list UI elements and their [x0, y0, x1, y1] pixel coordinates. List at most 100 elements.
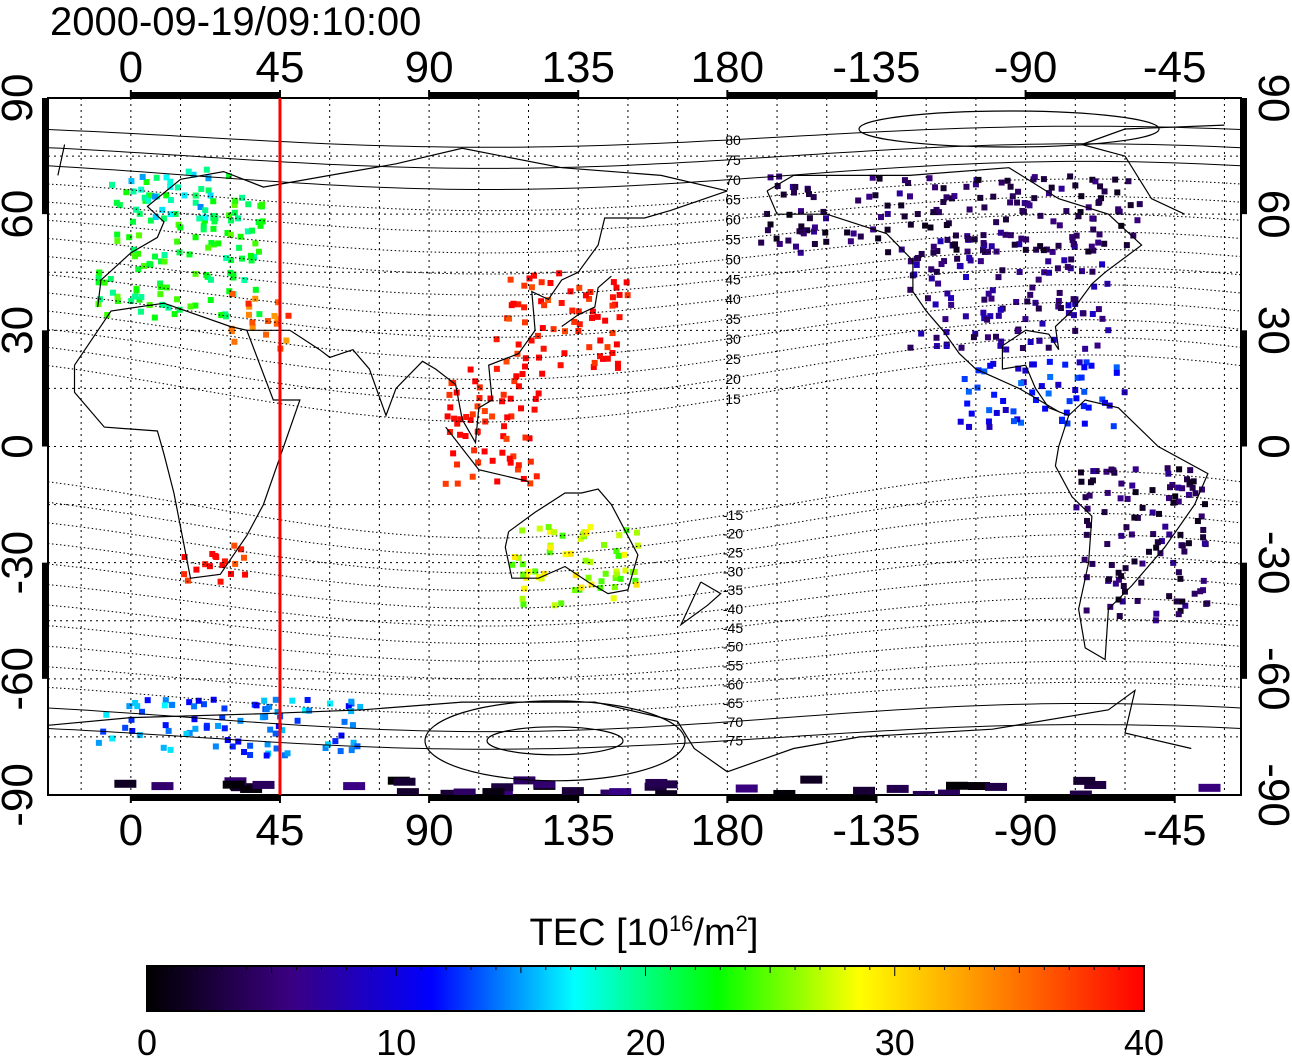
tec-cell [785, 237, 792, 244]
tec-cell [167, 746, 174, 753]
tec-cell [896, 190, 903, 197]
tec-cell [467, 366, 474, 373]
tec-cell [1164, 465, 1171, 472]
tec-cell [1154, 539, 1161, 546]
tec-cell [161, 702, 168, 709]
tec-cell [338, 732, 345, 739]
tec-cell [1089, 176, 1096, 183]
tec-cell [981, 248, 988, 255]
tec-cell [231, 209, 238, 216]
tec-cell [1101, 240, 1108, 247]
tec-cell [604, 344, 611, 351]
tec-cell [114, 298, 121, 305]
tec-cell [915, 254, 922, 261]
tec-cell [228, 328, 235, 335]
tec-cell [161, 252, 168, 259]
tec-cell [924, 295, 931, 302]
tec-cell [609, 330, 616, 337]
tec-cell [927, 224, 934, 231]
tec-cell [114, 779, 137, 788]
tec-cell [1022, 316, 1029, 323]
mlat-label: 15 [725, 391, 741, 407]
tec-cell [1103, 468, 1110, 475]
tec-cell [1192, 490, 1199, 497]
tec-cell [151, 782, 174, 791]
tec-cell [349, 722, 356, 729]
x-tick-label-bottom: 135 [542, 806, 615, 855]
tec-cell [1175, 611, 1182, 618]
tec-cell [1077, 469, 1084, 476]
tec-cell [1024, 298, 1031, 305]
tec-cell [1026, 202, 1033, 209]
tec-cell [800, 230, 807, 237]
colorbar-ticks: 0 10 20 30 40 [137, 966, 1164, 1057]
tec-cell [589, 308, 596, 315]
tec-cell [886, 784, 909, 793]
tec-cell [1055, 242, 1062, 249]
tec-cell [232, 560, 239, 567]
tec-cell [196, 215, 203, 222]
tec-cell [1045, 344, 1052, 351]
tec-cell [901, 177, 908, 184]
tec-cell [559, 532, 566, 539]
tec-cell [1099, 396, 1106, 403]
tec-cell [191, 716, 198, 723]
tec-cell [609, 788, 632, 795]
tec-cell [1201, 540, 1208, 547]
tec-cell [95, 739, 102, 746]
tec-cell [1118, 532, 1125, 539]
tec-cell [157, 291, 164, 298]
tec-cell [348, 747, 355, 754]
tec-cell [1089, 560, 1096, 567]
tec-cell [264, 741, 271, 748]
tec-cell [235, 738, 242, 745]
y-band-right [1242, 98, 1247, 215]
tec-cell [586, 295, 593, 302]
tec-cell [1101, 509, 1108, 516]
tec-cell [1119, 598, 1126, 605]
tec-cell [1152, 617, 1159, 624]
tec-cell [1131, 558, 1138, 565]
tec-cell [487, 395, 494, 402]
mlat-label: -35 [723, 582, 743, 598]
tec-cell [509, 561, 516, 568]
tec-cell [1134, 597, 1141, 604]
tec-cell [572, 572, 579, 579]
tec-cell [1089, 215, 1096, 222]
tec-cell [1067, 173, 1074, 180]
tec-cell [169, 701, 176, 708]
tec-cell [200, 701, 207, 708]
tec-cell [257, 202, 264, 209]
tec-cell [215, 722, 222, 729]
tec-cell [251, 254, 258, 261]
tec-cell [1066, 398, 1073, 405]
tec-cell [1177, 575, 1184, 582]
tec-cell [159, 301, 166, 308]
tec-cell [181, 571, 188, 578]
tec-cell [1173, 598, 1180, 605]
tec-cell [274, 299, 281, 306]
tec-cell [1062, 361, 1069, 368]
tec-cell [1117, 495, 1124, 502]
tec-cell [621, 551, 628, 558]
tec-cell [256, 311, 263, 318]
tec-cell [934, 248, 941, 255]
tec-cell [1172, 493, 1179, 500]
tec-cell [776, 173, 783, 180]
tec-cell [538, 575, 545, 582]
tec-cell [1130, 232, 1137, 239]
tec-cell [616, 291, 623, 298]
mlat-contour [48, 319, 1241, 381]
tec-cell [1179, 542, 1186, 549]
tec-cell [968, 782, 991, 791]
tec-cell [129, 728, 136, 735]
tec-cell [954, 255, 961, 262]
tec-cell [158, 258, 165, 265]
tec-cell [522, 319, 529, 326]
tec-cell [1083, 359, 1090, 366]
tec-cell [212, 552, 219, 559]
mlat-label: -25 [723, 545, 743, 561]
colorbar-tick-label: 0 [137, 1022, 157, 1057]
tec-cell [226, 212, 233, 219]
